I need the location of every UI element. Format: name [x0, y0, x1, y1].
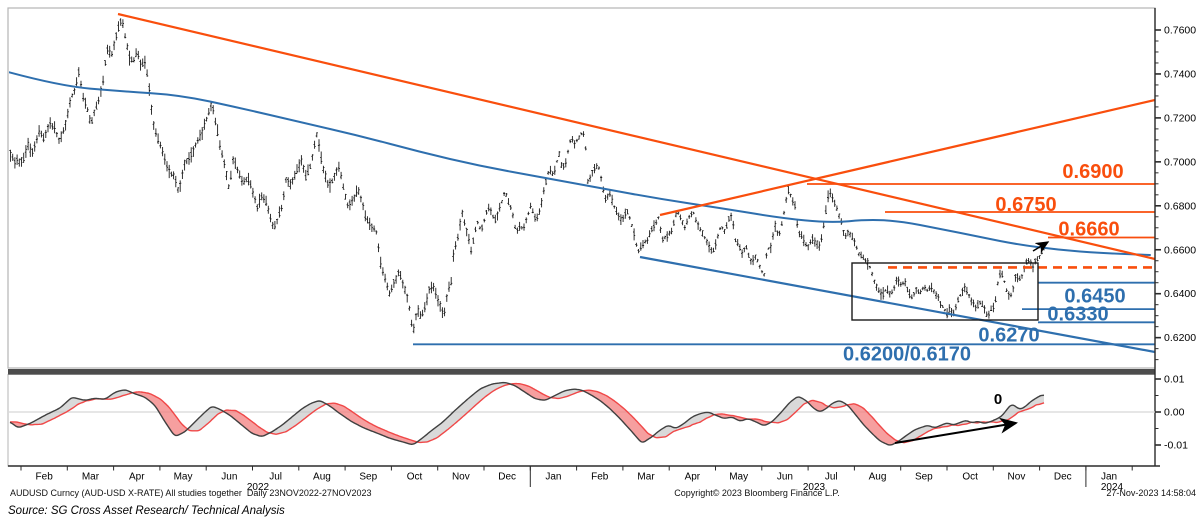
- chart-footer-copyright: Copyright© 2023 Bloomberg Finance L.P.: [674, 488, 840, 498]
- month-label-apr-2: Apr: [129, 472, 145, 483]
- month-label-apr-14: Apr: [685, 472, 701, 483]
- macd-positive-spread-fill: [552, 389, 582, 399]
- level-label-0.6270: 0.6270: [978, 325, 1039, 347]
- macd-positive-spread-fill: [772, 397, 806, 423]
- price-axis-label: 0.6400: [1164, 288, 1196, 300]
- month-label-mar-1: Mar: [82, 472, 100, 483]
- month-label-feb-12: Feb: [591, 472, 609, 483]
- year-label-2023: 2023: [803, 482, 826, 493]
- macd-negative-spread-fill: [848, 403, 898, 445]
- study-axis-label: 0.00: [1164, 407, 1185, 419]
- level-label-0.6900: 0.6900: [1062, 161, 1123, 183]
- momentum-divergence-arrow: [894, 417, 1018, 444]
- chart-footer-security-description: AUDUSD Curncy (AUD-USD X-RATE) All studi…: [10, 488, 372, 498]
- downtrend-from-apr-2022-high: [117, 12, 1155, 261]
- month-label-jun-4: Jun: [221, 472, 237, 483]
- month-label-jan-23: Jan: [1101, 472, 1117, 483]
- study-axis-label: 0.01: [1164, 374, 1185, 386]
- macd-positive-spread-fill: [418, 382, 510, 443]
- macd-positive-spread-fill: [270, 401, 326, 435]
- macd-negative-spread-fill: [512, 383, 550, 401]
- year-label-2022: 2022: [247, 482, 270, 493]
- macd-negative-spread-fill: [224, 410, 268, 437]
- macd-signal-line: [10, 382, 1045, 444]
- month-label-jul-5: Jul: [269, 472, 282, 483]
- study-axis-label: -0.01: [1164, 440, 1188, 452]
- price-axis-label: 0.6800: [1164, 200, 1196, 212]
- month-label-dec-10: Dec: [498, 472, 516, 483]
- year-label-2024: 2024: [1101, 482, 1124, 493]
- month-label-dec-22: Dec: [1054, 472, 1072, 483]
- month-label-nov-9: Nov: [452, 472, 470, 483]
- macd-positive-spread-fill: [188, 406, 222, 431]
- chart-footer-timestamp: 27-Nov-2023 14:58:04: [1106, 488, 1196, 498]
- month-label-aug-18: Aug: [869, 472, 887, 483]
- month-label-oct-20: Oct: [962, 472, 978, 483]
- macd-positive-spread-fill: [654, 412, 714, 438]
- consolidation-box: [851, 262, 1039, 321]
- rising-wedge-line: [659, 98, 1155, 217]
- month-label-sep-19: Sep: [915, 472, 933, 483]
- price-axis-label: 0.6200: [1164, 332, 1196, 344]
- level-label-0.6330: 0.6330: [1047, 304, 1108, 326]
- level-label-0.6200/0.6170: 0.6200/0.6170: [843, 344, 971, 366]
- breakout-arrow: [1032, 241, 1050, 254]
- source-attribution: Source: SG Cross Asset Research/ Technic…: [8, 505, 285, 517]
- price-plot-area: [9, 12, 1155, 354]
- macd-plot-area: [9, 381, 1155, 446]
- price-axis-label: 0.6600: [1164, 244, 1196, 256]
- level-label-0.6450: 0.6450: [1064, 286, 1125, 308]
- month-label-feb-0: Feb: [36, 472, 54, 483]
- month-label-jul-17: Jul: [825, 472, 838, 483]
- falling-channel-lower-line: [639, 255, 1155, 354]
- lower-study-panel: [7, 374, 1156, 467]
- month-label-sep-7: Sep: [359, 472, 377, 483]
- price-axis-label: 0.7400: [1164, 68, 1196, 80]
- level-label-0.6750: 0.6750: [995, 194, 1056, 216]
- month-label-nov-21: Nov: [1008, 472, 1026, 483]
- price-axis-label: 0.7200: [1164, 112, 1196, 124]
- month-label-mar-13: Mar: [637, 472, 655, 483]
- macd-positive-spread-fill: [28, 397, 100, 425]
- daily-ohlc-bars: [9, 18, 1046, 334]
- zero-annotation-label: 0: [994, 391, 1002, 408]
- price-axis-label: 0.7000: [1164, 156, 1196, 168]
- macd-line: [9, 381, 1045, 446]
- month-label-jun-16: Jun: [777, 472, 793, 483]
- month-label-may-3: May: [174, 472, 193, 483]
- level-label-0.6660: 0.6660: [1058, 219, 1119, 241]
- month-label-aug-6: Aug: [313, 472, 331, 483]
- macd-negative-spread-fill: [808, 400, 828, 412]
- month-label-jan-11: Jan: [545, 472, 561, 483]
- moving-average-line: [9, 71, 1151, 256]
- macd-negative-spread-fill: [134, 391, 186, 436]
- macd-positive-spread-fill: [106, 390, 132, 400]
- price-axis-label: 0.7600: [1164, 25, 1196, 37]
- panel-separator: [8, 369, 1155, 375]
- month-label-oct-8: Oct: [407, 472, 423, 483]
- month-label-may-15: May: [729, 472, 748, 483]
- macd-negative-spread-fill: [328, 403, 416, 445]
